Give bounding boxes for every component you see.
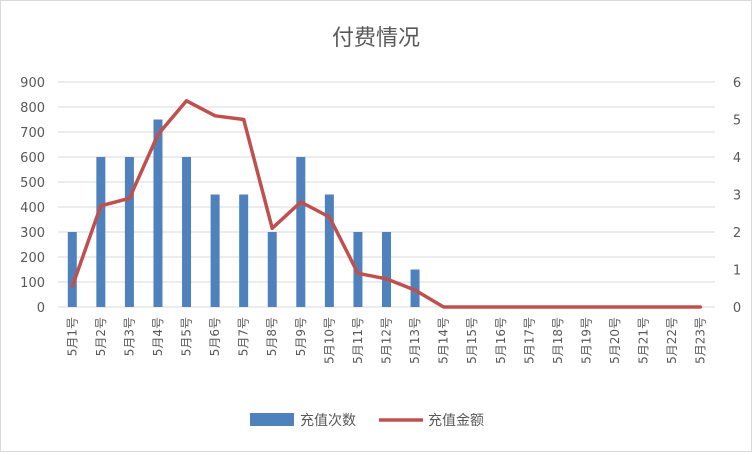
bar	[324, 194, 334, 307]
line-point	[70, 284, 74, 288]
line-point	[413, 288, 417, 292]
x-tick-label: 5月11号	[351, 317, 365, 364]
y-right-tick-label: 4	[733, 151, 741, 166]
line-point	[242, 118, 246, 121]
y-axis-right: 0 1 2 3 4 5 6	[733, 76, 741, 316]
legend-swatch-bar	[250, 413, 294, 426]
y-left-tick-label: 200	[20, 251, 45, 266]
y-left-tick-label: 500	[20, 176, 45, 191]
line-point	[442, 305, 446, 309]
bar	[267, 232, 277, 307]
gridlines	[58, 81, 715, 308]
x-tick-label: 5月20号	[608, 317, 622, 364]
x-tick-label: 5月22号	[665, 317, 679, 364]
y-right-tick-label: 1	[733, 264, 741, 279]
bar	[210, 194, 220, 307]
x-tick-label: 5月7号	[237, 317, 251, 356]
bar	[96, 157, 106, 307]
x-tick-label: 5月2号	[94, 317, 108, 356]
line-point	[642, 305, 646, 309]
y-left-tick-label: 600	[20, 151, 45, 166]
x-tick-label: 5月3号	[122, 317, 136, 356]
x-tick-label: 5月9号	[294, 317, 308, 356]
line-point	[99, 204, 103, 208]
x-axis: 5月1号 5月2号 5月3号 5月4号 5月5号 5月6号 5月7号 5月8号 5月9号 5月10…	[65, 317, 707, 364]
legend: 充值次数 充值金额	[250, 413, 484, 429]
y-right-tick-label: 0	[733, 301, 741, 316]
x-tick-label: 5月16号	[494, 317, 508, 364]
bar	[153, 119, 163, 307]
y-left-tick-label: 900	[20, 76, 45, 91]
line-series	[70, 99, 703, 309]
x-tick-label: 5月15号	[465, 317, 479, 364]
line-point	[185, 99, 189, 103]
x-tick-label: 5月10号	[322, 317, 336, 364]
x-tick-label: 5月18号	[551, 317, 565, 364]
line-point	[356, 271, 360, 275]
line-point	[327, 215, 331, 219]
x-tick-label: 5月21号	[637, 317, 651, 364]
x-tick-label: 5月17号	[522, 317, 536, 364]
y-right-tick-label: 6	[733, 76, 741, 91]
y-axis-left: 0 100 200 300 400 500 600 700 800 900	[20, 76, 45, 316]
y-left-tick-label: 400	[20, 201, 45, 216]
line-point	[584, 305, 588, 309]
legend-label-line: 充值金额	[428, 413, 484, 429]
line-point	[270, 226, 274, 230]
chart-title: 付费情况	[332, 26, 420, 51]
bar	[67, 232, 77, 307]
bar	[239, 194, 249, 307]
y-left-tick-label: 300	[20, 226, 45, 241]
bar	[296, 157, 306, 307]
line-point	[499, 305, 503, 309]
y-right-tick-label: 2	[733, 226, 741, 241]
line-point	[156, 133, 160, 136]
y-left-tick-label: 100	[20, 276, 45, 291]
line-point	[385, 277, 388, 281]
legend-label-bar: 充值次数	[300, 413, 356, 429]
line-point	[699, 305, 703, 309]
line-point	[470, 305, 474, 309]
y-right-tick-label: 5	[733, 114, 741, 129]
line-point	[213, 114, 217, 118]
line-point	[670, 305, 674, 309]
y-left-tick-label: 700	[20, 126, 45, 141]
line-point	[613, 305, 617, 309]
x-tick-label: 5月23号	[694, 317, 708, 364]
bar-series	[67, 119, 420, 307]
x-tick-label: 5月8号	[265, 317, 279, 356]
x-tick-label: 5月1号	[65, 317, 79, 356]
x-tick-label: 5月4号	[151, 317, 165, 356]
x-tick-label: 5月19号	[579, 317, 593, 364]
x-tick-label: 5月13号	[408, 317, 422, 364]
y-left-tick-label: 0	[37, 301, 45, 316]
line-point	[299, 200, 303, 204]
bar	[382, 232, 391, 307]
line-point	[527, 305, 531, 309]
bar	[124, 157, 134, 307]
y-right-tick-label: 3	[733, 189, 741, 204]
line-point	[556, 305, 560, 309]
y-left-tick-label: 800	[20, 101, 45, 116]
x-tick-label: 5月5号	[180, 317, 194, 356]
line-point	[127, 196, 131, 200]
bar	[182, 157, 192, 307]
x-tick-label: 5月6号	[208, 317, 222, 356]
x-tick-label: 5月12号	[380, 317, 394, 364]
x-tick-label: 5月14号	[437, 317, 451, 364]
